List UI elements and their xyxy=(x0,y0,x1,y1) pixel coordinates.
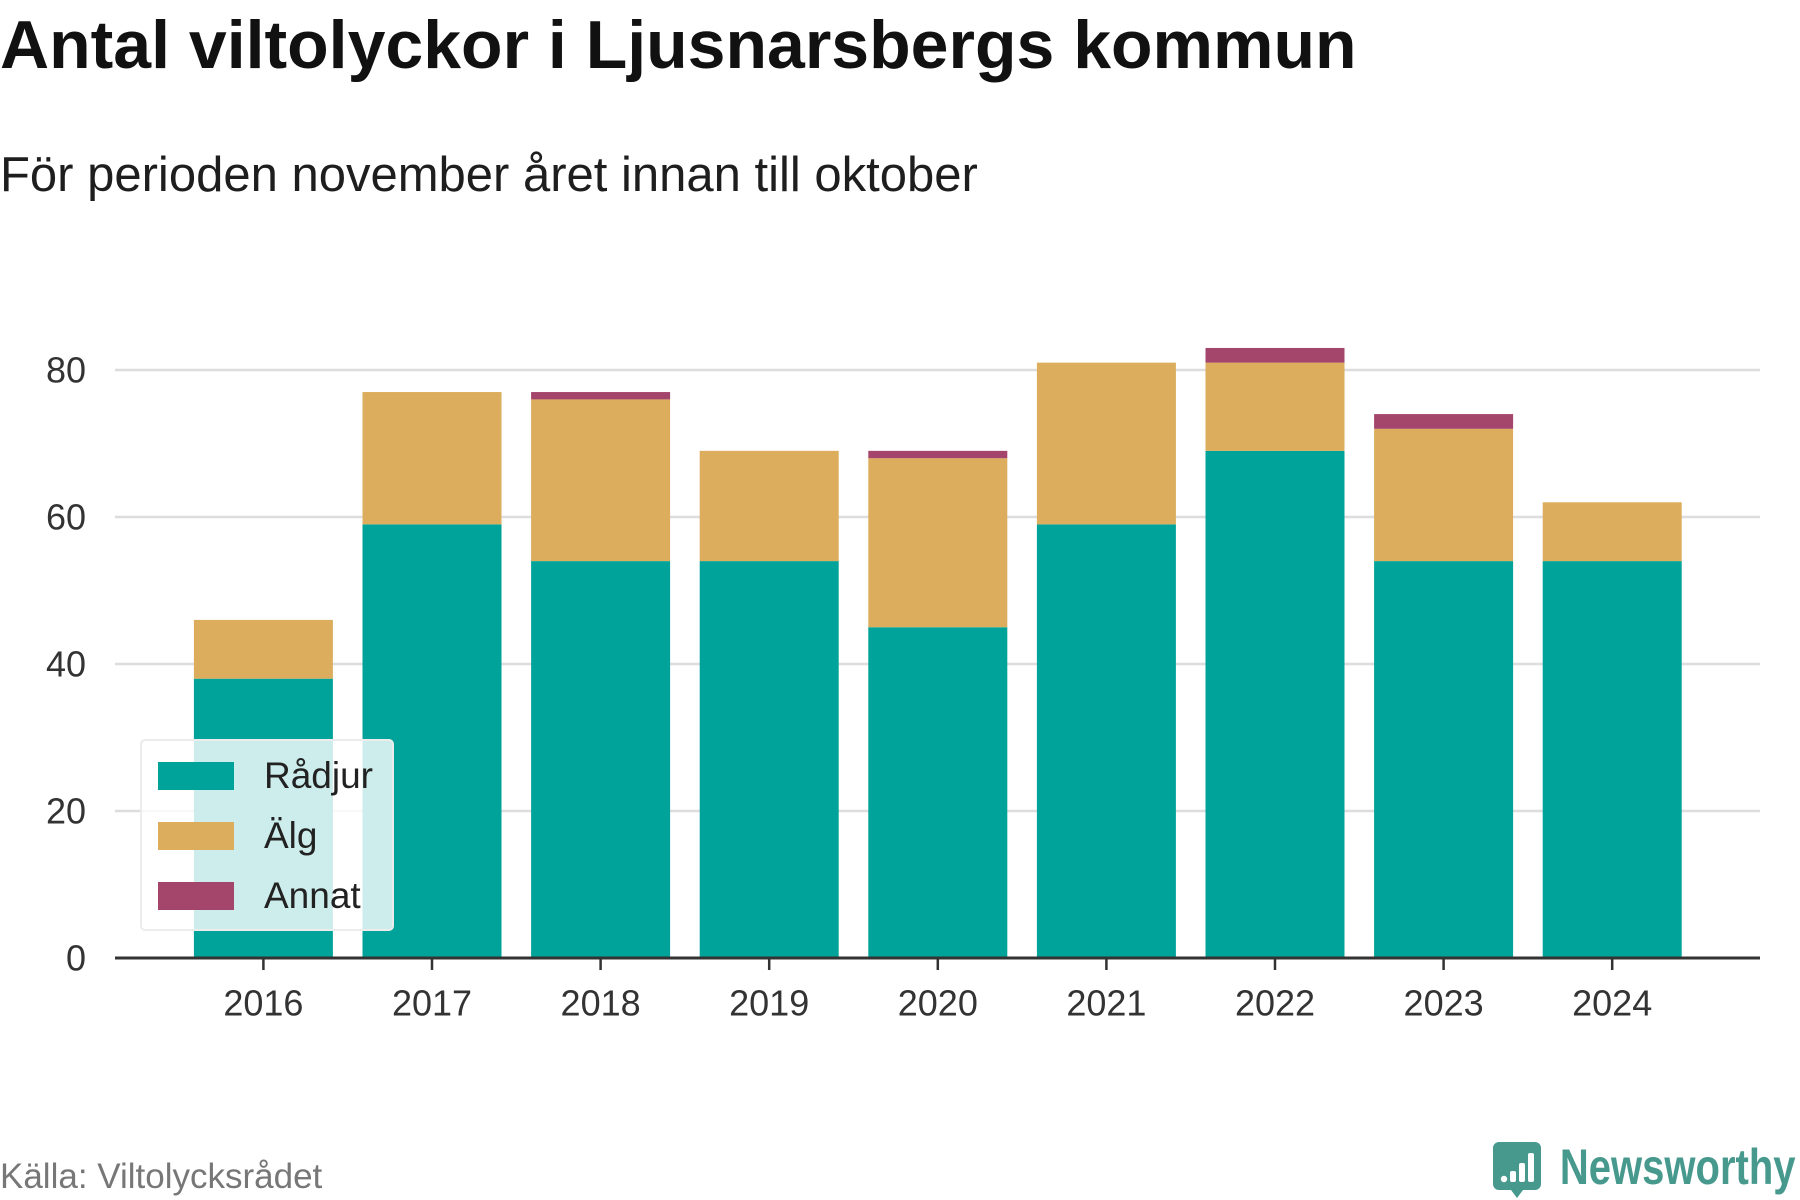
bar-2016-alg xyxy=(193,619,333,679)
legend-swatch-alg xyxy=(158,822,234,850)
x-tick-label-2019: 2019 xyxy=(729,983,809,1024)
legend-label-alg: Älg xyxy=(264,815,318,856)
bar-2023-alg xyxy=(1374,428,1514,562)
y-tick-label-0: 0 xyxy=(66,938,86,979)
x-tick-label-2022: 2022 xyxy=(1235,983,1315,1024)
x-tick-label-2016: 2016 xyxy=(223,983,303,1024)
newsworthy-logo-icon xyxy=(1493,1142,1541,1198)
bar-2024-radjur xyxy=(1542,561,1682,958)
legend-swatch-annat xyxy=(158,882,234,910)
x-tick-label-2018: 2018 xyxy=(561,983,641,1024)
y-tick-label-40: 40 xyxy=(46,644,86,685)
bar-2023-radjur xyxy=(1374,561,1514,958)
y-tick-label-20: 20 xyxy=(46,791,86,832)
x-tick-label-2017: 2017 xyxy=(392,983,472,1024)
bar-2022-radjur xyxy=(1205,450,1345,958)
logo-bar-small xyxy=(1510,1171,1516,1182)
x-tick-label-2020: 2020 xyxy=(898,983,978,1024)
x-axis: 2016 2017 2018 2019 2020 2021 2022 2023 2024 xyxy=(115,956,1760,1024)
newsworthy-logo-text: Newsworthy xyxy=(1560,1139,1796,1195)
legend-item-annat: Annat xyxy=(142,866,392,926)
legend-item-radjur: Rådjur xyxy=(142,746,392,806)
bar-2020-alg xyxy=(868,458,1008,628)
bar-2024-alg xyxy=(1542,502,1682,562)
legend-label-radjur: Rådjur xyxy=(264,755,373,796)
bar-2018-alg xyxy=(531,399,671,562)
legend-item-alg: Älg xyxy=(142,806,392,866)
legend-swatch-radjur xyxy=(158,762,234,790)
chart-subtitle: För perioden november året innan till ok… xyxy=(0,148,978,202)
bar-2021-radjur xyxy=(1036,524,1176,958)
bars xyxy=(193,347,1682,958)
legend: Rådjur Älg Annat xyxy=(140,739,394,931)
bar-2019-radjur xyxy=(699,561,839,958)
bar-2022-annat xyxy=(1205,347,1345,363)
logo-bar-large xyxy=(1528,1153,1534,1182)
y-axis: 0 20 40 60 80 xyxy=(46,350,86,979)
bar-2019-alg xyxy=(699,450,839,562)
legend-label-annat: Annat xyxy=(264,875,361,916)
bar-2020-radjur xyxy=(868,627,1008,958)
x-tick-label-2021: 2021 xyxy=(1066,983,1146,1024)
chart-title: Antal viltolyckor i Ljusnarsbergs kommun xyxy=(0,7,1357,83)
x-tick-label-2023: 2023 xyxy=(1404,983,1484,1024)
logo-dot xyxy=(1500,1175,1508,1183)
bar-2022-alg xyxy=(1205,362,1345,451)
y-tick-label-60: 60 xyxy=(46,497,86,538)
logo-bar-medium xyxy=(1519,1163,1525,1182)
bar-2023-annat xyxy=(1374,414,1514,429)
bar-2021-alg xyxy=(1036,362,1176,525)
bar-2018-radjur xyxy=(531,561,671,958)
bar-2017-alg xyxy=(362,392,502,525)
y-tick-label-80: 80 xyxy=(46,350,86,391)
bar-2018-annat xyxy=(531,392,671,400)
source-note: Källa: Viltolycksrådet xyxy=(0,1157,323,1196)
x-tick-label-2024: 2024 xyxy=(1572,983,1652,1024)
bar-2020-annat xyxy=(868,450,1008,459)
